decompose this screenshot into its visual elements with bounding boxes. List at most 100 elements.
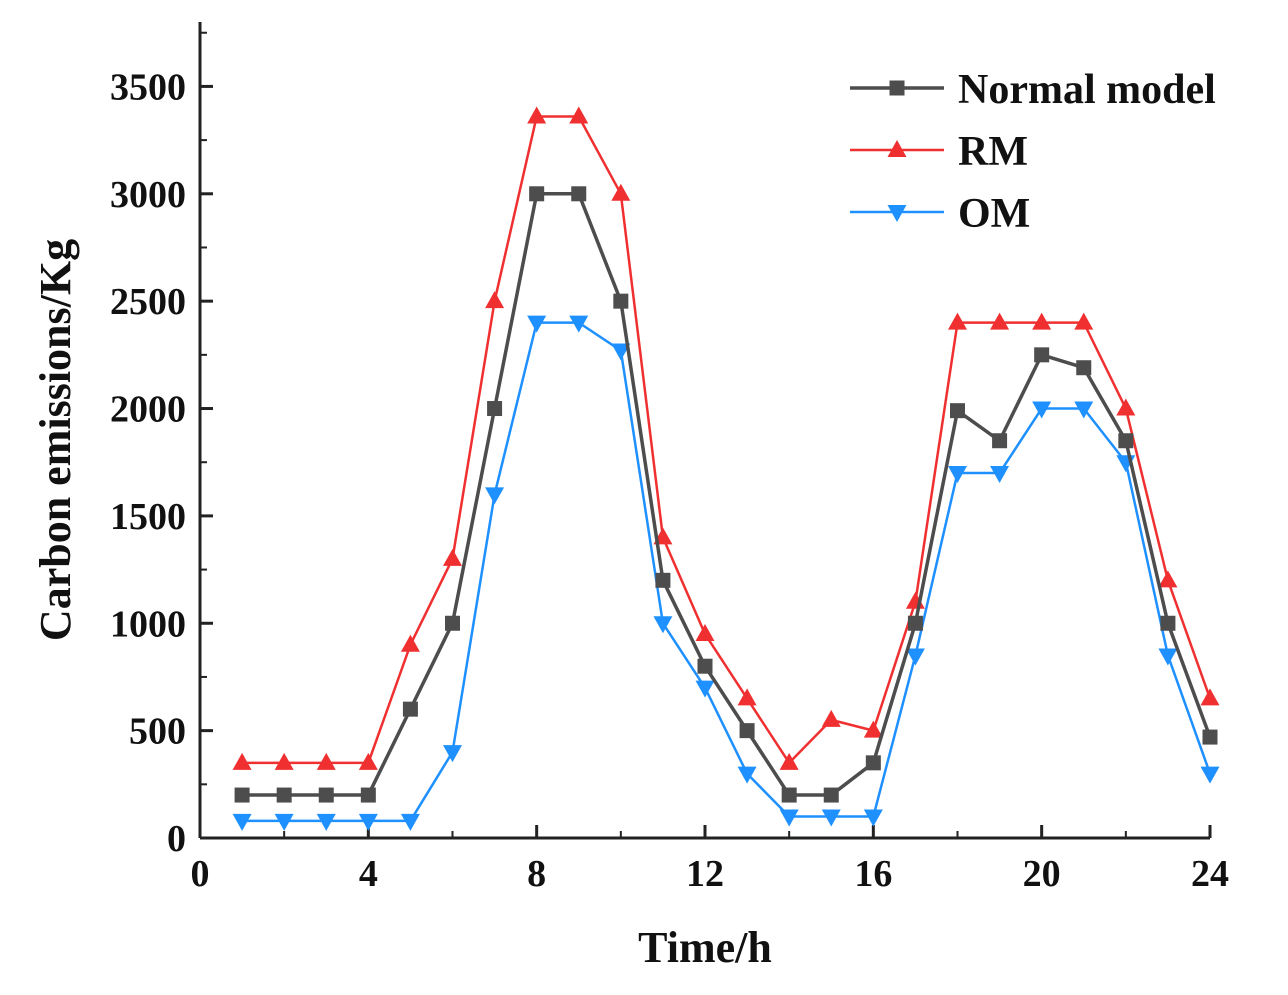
x-tick-label: 16 [854, 853, 892, 895]
data-point-om [611, 343, 631, 361]
series-line-rm [242, 115, 1212, 765]
data-point-normal-model [1076, 360, 1092, 376]
legend-marker-square-icon [889, 80, 905, 96]
data-point-normal-model [318, 787, 334, 803]
x-tick-label: 24 [1191, 853, 1229, 895]
data-point-om [863, 809, 883, 827]
data-point-om [1200, 766, 1220, 784]
data-point-rm [863, 720, 883, 738]
x-tick-label: 4 [359, 853, 378, 895]
data-point-normal-model [992, 433, 1008, 449]
data-point-rm [1074, 312, 1094, 330]
series-layer [232, 106, 1220, 831]
data-point-om [569, 315, 589, 333]
x-tick-label: 20 [1023, 853, 1061, 895]
data-point-om [737, 766, 757, 784]
legend-label-om: OM [958, 191, 1030, 237]
data-point-om [779, 809, 799, 827]
data-point-rm [569, 106, 589, 124]
data-point-om [821, 809, 841, 827]
data-point-rm [611, 183, 631, 201]
data-point-rm [948, 312, 967, 330]
data-point-rm [695, 624, 715, 641]
series-rm [232, 106, 1220, 770]
legend-marker-triangle-up-icon [887, 140, 907, 157]
legend-marker-triangle-down-icon [887, 205, 907, 222]
data-point-normal-model [739, 723, 755, 739]
y-tick-label: 3000 [110, 174, 186, 216]
data-point-normal-model [950, 403, 965, 419]
data-point-normal-model [865, 755, 881, 771]
data-point-om [905, 648, 925, 666]
data-point-rm [1116, 398, 1136, 416]
data-point-om [948, 465, 967, 483]
data-point-normal-model [655, 572, 671, 588]
data-point-om [1032, 401, 1052, 419]
series-normal-model [234, 186, 1218, 803]
data-point-normal-model [360, 787, 376, 803]
legend-item-rm: RM [850, 129, 1028, 175]
data-point-normal-model [445, 615, 460, 631]
legend-item-om: OM [850, 191, 1030, 237]
data-point-normal-model [529, 186, 545, 202]
data-point-normal-model [823, 787, 839, 803]
data-point-rm [527, 106, 547, 124]
data-point-rm [779, 752, 799, 770]
legend-marker-square-icon [889, 80, 905, 96]
data-point-om [274, 813, 294, 831]
x-axis-title: Time/h [638, 923, 772, 972]
data-point-normal-model [402, 701, 418, 717]
legend-item-normal-model: Normal model [850, 67, 1216, 113]
y-axis-title: Carbon emissions/Kg [31, 239, 80, 641]
data-point-normal-model [276, 787, 292, 803]
data-point-normal-model [1118, 433, 1134, 449]
data-point-normal-model [487, 401, 503, 417]
data-point-rm [232, 752, 252, 770]
data-point-normal-model [907, 615, 923, 631]
data-point-rm [400, 634, 420, 652]
data-point-rm [274, 752, 294, 770]
x-tick-label: 8 [527, 853, 546, 895]
y-tick-label: 500 [129, 711, 186, 753]
y-tick-label: 1000 [110, 603, 186, 645]
data-point-normal-model [1202, 729, 1218, 745]
legend-marker-triangle-down-icon [887, 205, 907, 222]
data-point-normal-model [613, 293, 629, 309]
data-point-rm [316, 752, 336, 770]
x-ticks: 0 4 8 12 16 20 24 [191, 825, 1229, 895]
data-point-om [527, 315, 547, 333]
legend-label-normal-model: Normal model [958, 67, 1216, 113]
data-point-om [443, 745, 462, 763]
data-point-om [232, 813, 252, 831]
legend-marker-triangle-up-icon [887, 140, 907, 157]
data-point-om [653, 616, 673, 634]
data-point-normal-model [234, 787, 250, 803]
y-tick-label: 3500 [110, 66, 186, 108]
data-point-om [358, 813, 378, 831]
data-point-normal-model [1034, 347, 1050, 363]
series-line-normal-model [242, 192, 1212, 797]
data-point-om [316, 813, 336, 831]
x-tick-label: 0 [191, 853, 210, 895]
data-point-om [400, 813, 420, 831]
data-point-normal-model [781, 787, 797, 803]
data-point-om [1074, 401, 1094, 419]
data-point-rm [990, 312, 1010, 330]
data-point-rm [737, 688, 757, 706]
legend-label-rm: RM [958, 129, 1028, 175]
data-point-normal-model [1160, 615, 1176, 631]
data-point-rm [485, 291, 505, 309]
data-point-rm [1200, 688, 1220, 706]
x-tick-label: 12 [686, 853, 724, 895]
data-point-rm [821, 709, 841, 727]
y-ticks: 0 500 1000 1500 2000 2500 3000 3500 [110, 31, 213, 860]
axes [198, 22, 1210, 840]
data-point-normal-model [571, 186, 587, 202]
y-tick-label: 2500 [110, 281, 186, 323]
data-point-om [485, 487, 505, 505]
data-point-rm [358, 752, 378, 770]
y-tick-label: 2000 [110, 389, 186, 431]
data-point-rm [1032, 312, 1052, 330]
data-point-rm [1158, 570, 1178, 588]
